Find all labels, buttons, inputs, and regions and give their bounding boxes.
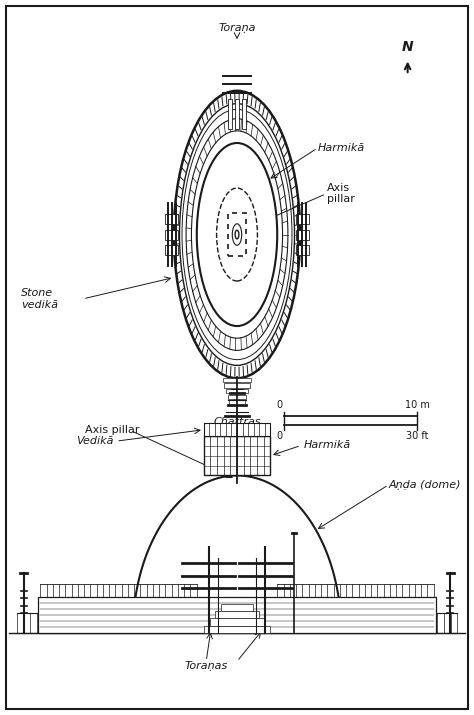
Bar [165,230,178,240]
Text: Axis: Axis [327,183,350,193]
Text: Chattras: Chattras [213,417,261,427]
Bar [221,604,253,611]
Text: Harmikā: Harmikā [303,440,351,450]
Text: Aṇḍa (dome): Aṇḍa (dome) [389,480,461,490]
Bar [224,383,250,388]
Bar [296,230,309,240]
Text: Stone vedikā: Stone vedikā [360,616,433,626]
Text: Axis pillar: Axis pillar [85,425,140,435]
Text: 0: 0 [277,400,283,410]
Bar [228,395,246,399]
Bar [165,245,178,255]
Text: vedikā: vedikā [21,300,58,310]
Text: 10 m: 10 m [405,400,429,410]
Bar [229,400,245,405]
Ellipse shape [235,230,239,239]
Ellipse shape [174,92,300,378]
Bar [204,423,270,436]
Bar [226,389,248,393]
Text: Vedikā: Vedikā [228,277,265,287]
Bar [223,378,251,382]
Bar [38,597,436,633]
Text: 30 ft: 30 ft [406,431,428,441]
Text: 0: 0 [277,431,283,441]
Bar [210,618,264,626]
Text: N: N [402,39,413,54]
Bar [165,214,178,224]
Bar [235,99,239,129]
Text: Vedikā: Vedikā [76,436,114,446]
Text: pillar: pillar [327,194,355,204]
Bar [228,99,232,129]
Text: Toraṇa: Toraṇa [218,23,256,33]
Bar [204,626,270,633]
Bar [204,436,270,475]
Bar [242,99,246,129]
Ellipse shape [197,143,277,326]
Text: Harmikā: Harmikā [318,143,365,153]
Bar [296,245,309,255]
Text: Stone: Stone [21,288,54,298]
Text: Toraṇas: Toraṇas [184,661,228,671]
Bar [215,611,259,618]
Bar [296,214,309,224]
